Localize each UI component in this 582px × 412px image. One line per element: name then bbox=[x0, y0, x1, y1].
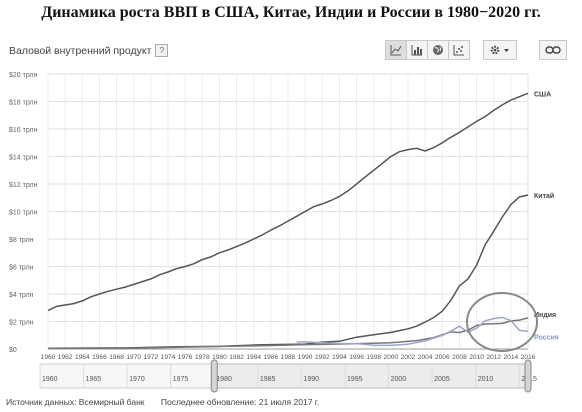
slider-tick-label: 1965 bbox=[86, 376, 102, 383]
y-tick-label: $12 трлн bbox=[9, 182, 38, 189]
slider-tick-label: 2010 bbox=[478, 376, 494, 383]
x-tick-label: 2002 bbox=[401, 354, 416, 361]
x-tick-label: 1982 bbox=[229, 354, 244, 361]
y-tick-label: $8 трлн bbox=[9, 237, 34, 244]
x-tick-label: 1994 bbox=[332, 354, 347, 361]
y-axis-ticks: $0 $2 трлн $4 трлн $6 трлн $8 трлн $10 трлн $1… bbox=[9, 72, 38, 354]
slider-tick-label: 1975 bbox=[173, 376, 189, 383]
x-tick-label: 2006 bbox=[435, 354, 450, 361]
figure-caption: Динамика роста ВВП в США, Китае, Индии и… bbox=[41, 4, 541, 21]
series-label: Китай bbox=[534, 192, 554, 200]
x-tick-label: 1984 bbox=[246, 354, 261, 361]
footer-source: Источник данных: Всемирный банк bbox=[6, 397, 145, 407]
slider-handle[interactable] bbox=[210, 359, 218, 393]
y-tick-label: $18 трлн bbox=[9, 100, 38, 107]
x-tick-label: 1986 bbox=[264, 354, 279, 361]
x-tick-label: 2000 bbox=[384, 354, 399, 361]
y-tick-label: $20 трлн bbox=[9, 72, 38, 79]
y-tick-label: $14 трлн bbox=[9, 155, 38, 162]
help-icon[interactable]: ? bbox=[155, 44, 169, 57]
x-tick-label: 1990 bbox=[298, 354, 313, 361]
slider-tick-label: 1985 bbox=[260, 376, 276, 383]
slider-tick-label: 1980 bbox=[216, 376, 232, 383]
x-tick-label: 2004 bbox=[418, 354, 433, 361]
x-tick-label: 1996 bbox=[349, 354, 364, 361]
y-tick-label: $6 трлн bbox=[9, 265, 34, 272]
series-lines bbox=[47, 92, 529, 350]
x-tick-label: 1962 bbox=[58, 354, 73, 361]
series-label: Индия bbox=[534, 312, 556, 319]
x-tick-label: 1988 bbox=[281, 354, 296, 361]
x-tick-label: 1960 bbox=[41, 354, 56, 361]
x-tick-label: 1966 bbox=[92, 354, 107, 361]
series-label: США bbox=[534, 91, 551, 98]
x-tick-label: 2012 bbox=[486, 354, 501, 361]
range-slider: 1960 1965 1970 1975 1980 1985 1990 1995 2000 2005… bbox=[39, 359, 537, 393]
highlight-circle bbox=[466, 292, 538, 352]
slider-tick-label: 2000 bbox=[391, 376, 407, 383]
y-tick-label: $4 трлн bbox=[9, 292, 34, 299]
x-tick-label: 1992 bbox=[315, 354, 330, 361]
link-button[interactable] bbox=[539, 40, 567, 60]
y-tick-label: $10 трлн bbox=[9, 210, 38, 217]
footer-updated: Последнее обновление: 21 июля 2017 г. bbox=[160, 397, 320, 407]
y-tick-label: $0 bbox=[9, 347, 17, 354]
y-tick-label: $2 трлн bbox=[9, 320, 34, 327]
x-tick-label: 2010 bbox=[469, 354, 484, 361]
settings-toolbar bbox=[483, 40, 517, 62]
settings-button[interactable] bbox=[483, 40, 517, 60]
link-icon bbox=[545, 46, 561, 54]
series-line-США[interactable] bbox=[47, 92, 529, 312]
widget-title: Валовой внутренний продукт? bbox=[9, 44, 169, 57]
x-axis-ticks: 1960 1962 1964 1966 1968 1970 1972 1974 1976 1978… bbox=[41, 354, 536, 361]
chart-type-toolbar bbox=[385, 40, 470, 62]
x-tick-label: 1964 bbox=[75, 354, 90, 361]
series-label: Россия bbox=[534, 334, 559, 341]
scatter-chart-icon[interactable] bbox=[448, 40, 470, 60]
x-tick-label: 1976 bbox=[178, 354, 193, 361]
footer: Источник данных: Всемирный банк Последне… bbox=[6, 397, 333, 407]
globe-map-icon[interactable] bbox=[427, 40, 449, 60]
x-tick-label: 2008 bbox=[452, 354, 467, 361]
x-tick-label: 1968 bbox=[109, 354, 124, 361]
slider-tick-label: 1970 bbox=[129, 376, 145, 383]
x-tick-label: 1998 bbox=[366, 354, 381, 361]
link-toolbar bbox=[539, 40, 567, 62]
x-tick-label: 1974 bbox=[161, 354, 176, 361]
x-tick-label: 1978 bbox=[195, 354, 210, 361]
series-labels: США Китай Индия Россия bbox=[534, 91, 559, 341]
x-tick-label: 2016 bbox=[521, 354, 536, 361]
slider-tick-label: 1990 bbox=[303, 376, 319, 383]
x-tick-label: 1980 bbox=[212, 354, 227, 361]
x-tick-label: 1972 bbox=[144, 354, 159, 361]
slider-tick-label: 1960 bbox=[42, 376, 58, 383]
x-tick-label: 1970 bbox=[126, 354, 141, 361]
slider-tick-label: 1995 bbox=[347, 376, 363, 383]
widget-title-text: Валовой внутренний продукт bbox=[9, 45, 152, 57]
series-line-Россия[interactable] bbox=[296, 316, 529, 347]
chevron-down-icon bbox=[504, 49, 509, 52]
chart-grid bbox=[47, 73, 529, 350]
x-tick-label: 2014 bbox=[504, 354, 519, 361]
y-tick-label: $16 трлн bbox=[9, 127, 38, 134]
slider-tick-label: 2005 bbox=[434, 376, 450, 383]
gear-icon bbox=[490, 45, 500, 55]
slider-handle[interactable] bbox=[524, 359, 532, 393]
